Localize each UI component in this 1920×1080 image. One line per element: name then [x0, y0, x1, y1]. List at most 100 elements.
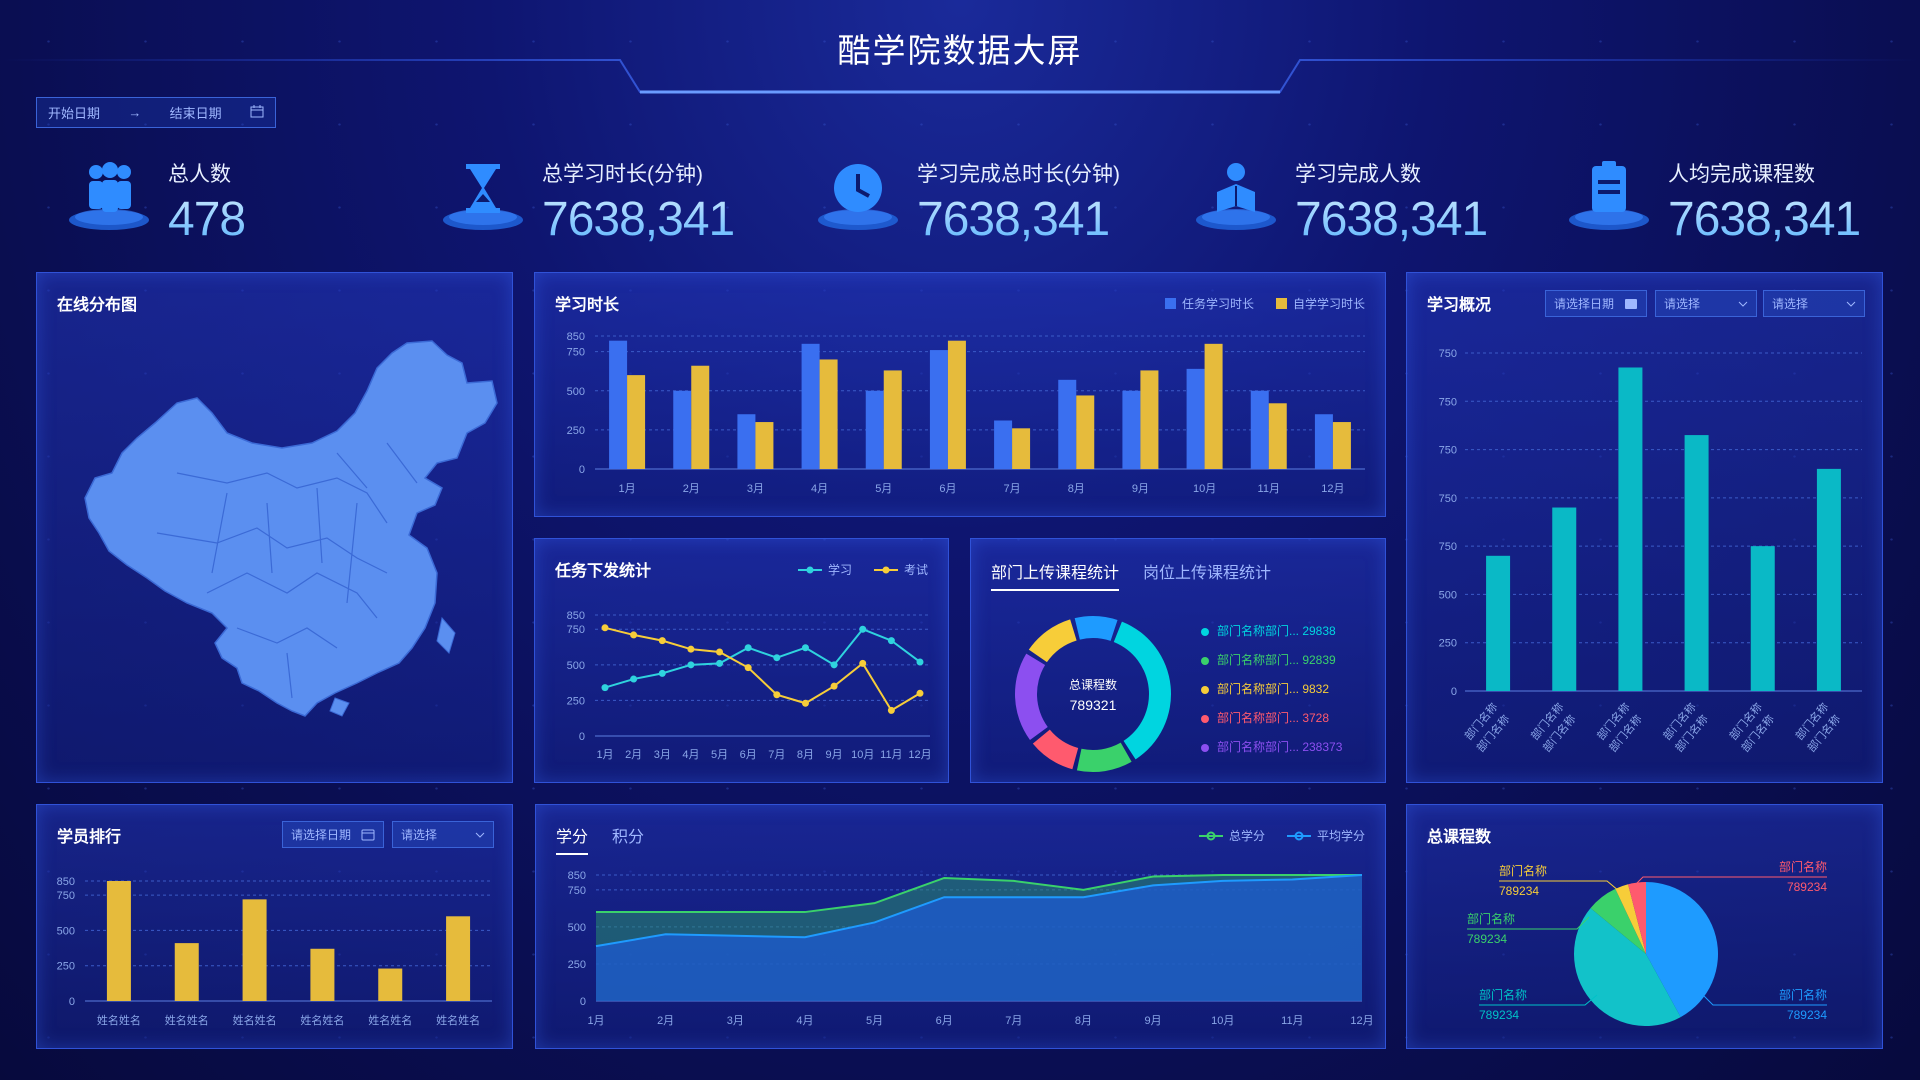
score-panel: 学分 积分 总学分 平均学分 0 250 500 750 850 1月 2月 3月 4月 5月 6月… [535, 804, 1386, 1049]
data-point [601, 624, 609, 632]
task-chart[interactable]: 0 250 500 750 850 1月 2月 3月 4月 5月 6月 7月 8月 9月 10月 11月 12月 [535, 539, 950, 784]
data-point [916, 658, 924, 666]
people-icon [66, 150, 150, 234]
date-range-picker[interactable]: 开始日期 → 结束日期 [36, 97, 276, 128]
pie-slice [1628, 882, 1646, 954]
stat-card: 学习完成人数 7638,341 [1193, 150, 1488, 250]
stat-value: 7638,341 [1295, 193, 1488, 246]
x-tick-label: 6月 [936, 1015, 953, 1027]
x-tick-label: 1月 [587, 1015, 604, 1027]
tab-post-upload[interactable]: 岗位上传课程统计 [1143, 565, 1272, 582]
calendar-icon [361, 829, 375, 840]
x-tick-label: 4月 [682, 749, 699, 761]
stat-card: 总学习时长(分钟) 7638,341 [440, 150, 735, 250]
donut-slice [1113, 621, 1171, 760]
bar [755, 422, 774, 469]
x-tick-label: 12月 [908, 749, 931, 761]
pie-label-name: 部门名称 [1467, 911, 1515, 926]
overview-select-2-value: 请选择 [1772, 297, 1809, 311]
stat-value: 7638,341 [542, 193, 735, 246]
header-frame [0, 59, 1920, 94]
overview-date-picker[interactable]: 请选择日期 [1545, 290, 1647, 317]
rank-date-picker[interactable]: 请选择日期 [282, 821, 384, 848]
legend-dot [1201, 685, 1209, 694]
rank-chart[interactable]: 0 250 500 750 850 姓名姓名 姓名姓名 姓名姓名 姓名姓名 姓名姓名 姓名姓名 [37, 805, 514, 1050]
overview-select-2[interactable]: 请选择 [1763, 290, 1865, 317]
x-tick-label: 11月 [880, 749, 902, 761]
legend-total: 总学分 [1198, 827, 1265, 844]
dept-donut-chart[interactable] [993, 594, 1193, 794]
pie-label-value: 789234 [1499, 884, 1539, 898]
donut-slice [1074, 616, 1118, 641]
score-chart[interactable]: 0 250 500 750 850 1月 2月 3月 4月 5月 6月 7月 8月 9月 10月 11月 12月 [536, 805, 1387, 1050]
courses-pie-chart[interactable]: 部门名称 789234 部门名称 789234 部门名称 789234 部门名称 789234… [1407, 805, 1884, 1050]
data-point [658, 637, 666, 645]
header: 酷学院数据大屏 [0, 0, 1920, 95]
pie-label-value: 789234 [1787, 880, 1827, 894]
y-tick-label: 750 [1439, 541, 1457, 553]
start-date[interactable]: 开始日期 [48, 106, 101, 121]
china-map[interactable] [37, 273, 514, 784]
tab-dept-upload[interactable]: 部门上传课程统计 [991, 559, 1120, 591]
data-point [630, 631, 638, 639]
x-tick-label: 4月 [811, 483, 828, 495]
y-tick-label: 750 [1439, 493, 1457, 505]
dept-tabs: 部门上传课程统计 岗位上传课程统计 [991, 559, 1271, 591]
study-time-chart[interactable]: 0 250 500 750 850 1月 2月 3月 4月 5月 6月 7月 8月 9月 10月 11月 12月 [535, 273, 1387, 518]
overview-title: 学习概况 [1427, 297, 1492, 314]
data-point [859, 625, 867, 633]
series-area [596, 875, 1362, 1001]
dept-legend-label: 部门名称部门... 238373 [1217, 740, 1343, 754]
x-tick-label: 2月 [657, 1015, 674, 1027]
x-tick-label: 3月 [727, 1015, 744, 1027]
y-tick-label: 250 [568, 959, 586, 971]
tab-score[interactable]: 学分 [556, 823, 589, 855]
calendar-icon[interactable] [250, 104, 264, 121]
pie-label-value: 789234 [1787, 1008, 1827, 1022]
y-tick-label: 850 [568, 870, 586, 882]
bar [865, 390, 884, 469]
reader-icon [1193, 150, 1277, 234]
hourglass-icon [440, 150, 524, 234]
series-line [595, 874, 1363, 948]
data-point [887, 637, 895, 645]
bar [310, 948, 335, 1001]
y-tick-label: 250 [1439, 638, 1457, 650]
chevron-down-icon [1738, 301, 1748, 307]
rank-select[interactable]: 请选择 [392, 821, 494, 848]
y-tick-label: 500 [567, 386, 585, 398]
pie-label-name: 部门名称 [1499, 863, 1547, 878]
bar [1486, 555, 1511, 691]
legend-dot [1201, 743, 1209, 752]
bar [446, 916, 471, 1001]
y-tick-label: 500 [57, 925, 75, 937]
y-tick-label: 750 [567, 347, 585, 359]
data-point [801, 699, 809, 707]
legend-exam: 考试 [873, 561, 928, 578]
data-point [744, 664, 752, 672]
y-tick-label: 0 [69, 996, 75, 1008]
legend-avg-label: 平均学分 [1316, 829, 1365, 843]
bar [737, 414, 756, 469]
dept-legend-label: 部门名称部门... 3728 [1217, 711, 1330, 725]
overview-select-1[interactable]: 请选择 [1655, 290, 1757, 317]
donut-slice [1015, 653, 1048, 740]
x-tick-label: 8月 [797, 749, 814, 761]
legend-avg: 平均学分 [1286, 827, 1365, 844]
leader-line [1479, 994, 1598, 1006]
donut-slice [1076, 742, 1132, 772]
data-point [744, 644, 752, 652]
bar [378, 968, 403, 1001]
legend-avg-swatch [1286, 831, 1311, 840]
end-date[interactable]: 结束日期 [169, 106, 222, 121]
tab-points[interactable]: 积分 [612, 829, 645, 846]
stat-value: 7638,341 [917, 192, 1120, 247]
data-point [773, 654, 781, 662]
bar [1684, 435, 1709, 691]
y-tick-label: 750 [1439, 445, 1457, 457]
y-tick-label: 750 [568, 885, 586, 897]
data-point [658, 669, 666, 677]
x-tick-label: 10月 [851, 749, 874, 761]
data-point [773, 691, 781, 699]
